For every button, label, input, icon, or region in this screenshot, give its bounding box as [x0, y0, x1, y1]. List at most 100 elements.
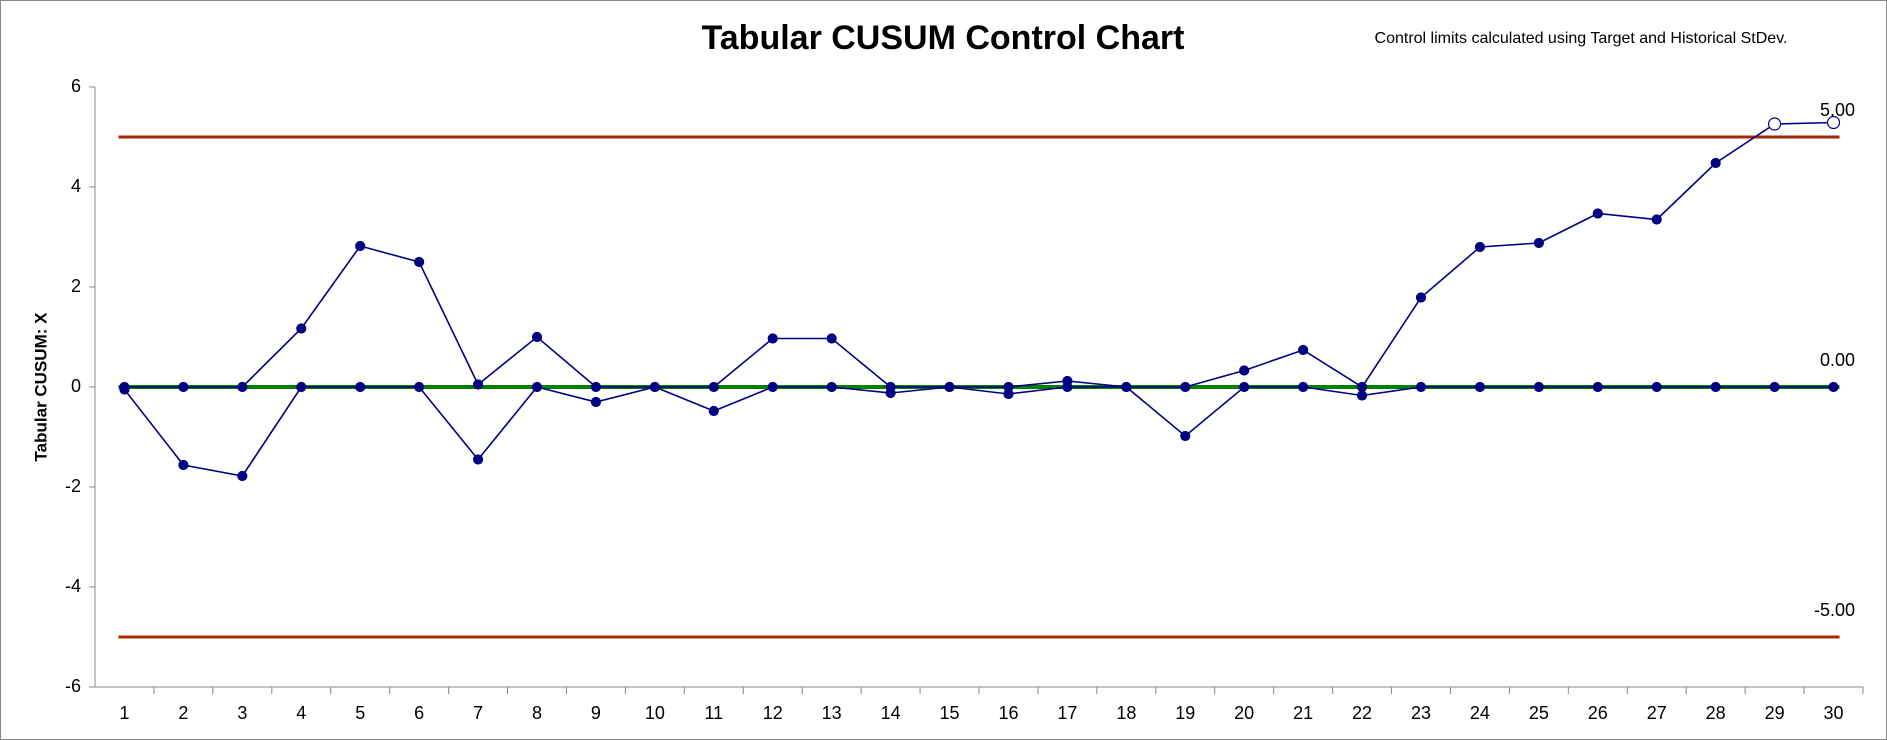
point	[414, 381, 425, 393]
point	[296, 381, 307, 393]
point	[1533, 237, 1544, 249]
x-tick-label: 20	[1234, 703, 1254, 723]
control-line-label: -5.00	[1814, 600, 1855, 620]
point	[1298, 381, 1309, 393]
point	[1533, 381, 1544, 393]
y-tick-label: -6	[65, 676, 81, 696]
y-axis-label: Tabular CUSUM: X	[31, 312, 50, 462]
point	[826, 381, 837, 393]
point	[1356, 381, 1368, 393]
point	[708, 405, 719, 417]
x-tick-label: 27	[1647, 703, 1667, 723]
x-tick-label: 18	[1116, 703, 1136, 723]
point	[708, 381, 719, 393]
x-tick-label: 16	[998, 703, 1018, 723]
control-line-label: 5.00	[1820, 100, 1855, 120]
point	[355, 381, 366, 393]
point	[237, 381, 248, 393]
point	[355, 240, 366, 252]
point	[590, 396, 602, 408]
x-tick-label: 12	[763, 703, 783, 723]
point	[1062, 381, 1073, 393]
point	[885, 387, 896, 399]
y-tick-label: -4	[65, 576, 81, 596]
x-tick-label: 29	[1765, 703, 1785, 723]
point	[178, 459, 189, 471]
point	[1769, 381, 1780, 393]
point	[767, 333, 778, 344]
point	[296, 323, 307, 334]
point	[1474, 381, 1486, 393]
x-tick-label: 15	[940, 703, 960, 723]
point	[531, 331, 543, 343]
point	[1415, 381, 1427, 393]
point	[1180, 381, 1191, 393]
x-tick-label: 22	[1352, 703, 1372, 723]
point	[414, 256, 425, 268]
series-line	[123, 386, 1834, 477]
point	[1828, 381, 1839, 393]
x-tick-label: 28	[1706, 703, 1726, 723]
x-tick-label: 9	[591, 703, 601, 723]
x-tick-label: 7	[473, 703, 483, 723]
point	[590, 381, 602, 393]
y-tick-label: -2	[65, 476, 81, 496]
point	[649, 381, 660, 393]
x-tick-label: 13	[822, 703, 842, 723]
y-tick-label: 0	[71, 376, 81, 396]
x-tick-label: 19	[1175, 703, 1195, 723]
point	[1415, 292, 1427, 303]
x-tick-label: 6	[414, 703, 424, 723]
point	[1710, 381, 1721, 393]
point	[1592, 208, 1603, 219]
x-tick-label: 25	[1529, 703, 1549, 723]
y-tick-label: 2	[71, 276, 81, 296]
point	[1298, 344, 1309, 356]
x-tick-label: 1	[119, 703, 129, 723]
x-tick-label: 4	[296, 703, 306, 723]
x-tick-label: 8	[532, 703, 542, 723]
x-tick-label: 21	[1293, 703, 1313, 723]
point	[531, 381, 543, 393]
point	[944, 381, 955, 393]
point	[472, 454, 484, 465]
control-line-label: 0.00	[1820, 350, 1855, 370]
x-tick-label: 23	[1411, 703, 1431, 723]
point	[1180, 430, 1191, 442]
out-of-control-point	[1767, 117, 1782, 131]
x-tick-label: 14	[881, 703, 901, 723]
y-tick-label: 4	[71, 176, 81, 196]
x-tick-label: 24	[1470, 703, 1490, 723]
point	[1710, 157, 1721, 169]
point	[178, 381, 189, 393]
x-tick-label: 17	[1057, 703, 1077, 723]
x-tick-label: 30	[1824, 703, 1844, 723]
point	[237, 470, 248, 482]
chart-note: Control limits calculated using Target a…	[1375, 30, 1788, 47]
x-tick-label: 2	[178, 703, 188, 723]
chart-title: Tabular CUSUM Control Chart	[702, 19, 1185, 57]
point	[472, 379, 484, 390]
point	[1651, 214, 1662, 225]
point	[1121, 381, 1132, 393]
point	[1651, 381, 1662, 393]
out-of-control-point	[1826, 115, 1841, 130]
x-tick-label: 3	[237, 703, 247, 723]
y-tick-label: 6	[71, 76, 81, 96]
point	[767, 381, 778, 393]
point	[1239, 381, 1250, 393]
point	[1356, 390, 1368, 401]
point	[1239, 365, 1250, 376]
point	[119, 384, 130, 395]
x-tick-label: 10	[645, 703, 665, 723]
point	[1592, 381, 1603, 393]
x-tick-label: 11	[704, 703, 723, 723]
series-line	[124, 121, 1834, 389]
x-tick-label: 26	[1588, 703, 1608, 723]
point	[826, 333, 837, 344]
point	[1003, 388, 1014, 400]
x-tick-label: 5	[355, 703, 365, 723]
